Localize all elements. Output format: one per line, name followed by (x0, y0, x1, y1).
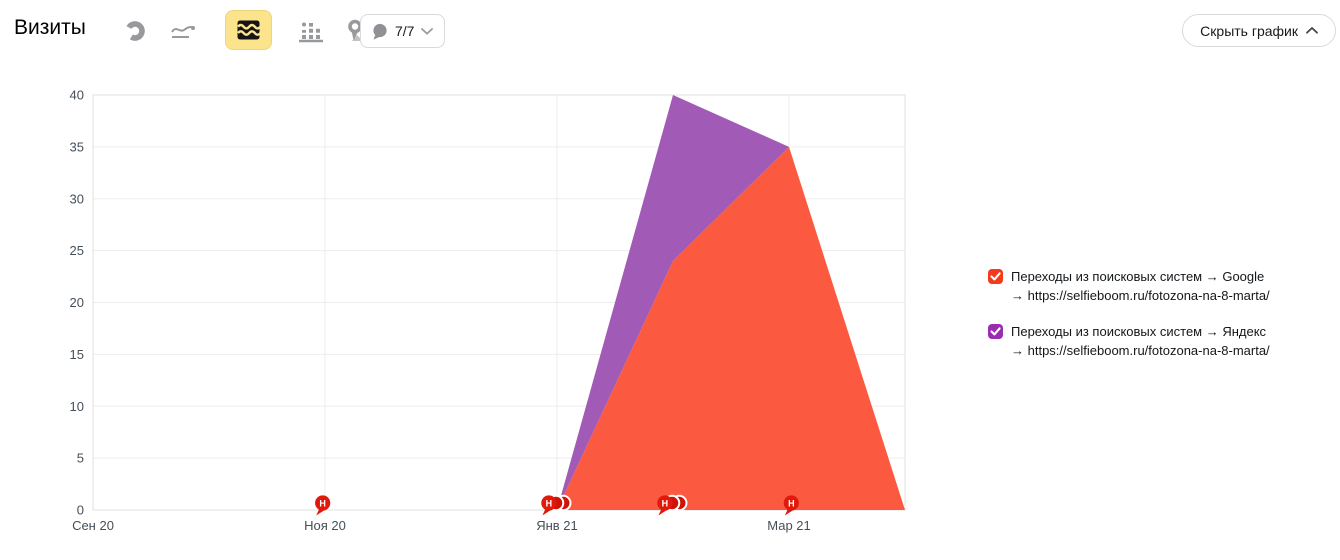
legend-label-line1: Переходы из поисковых систем → Google (1011, 269, 1265, 284)
y-axis-label: 25 (70, 243, 84, 258)
legend-label: Переходы из поисковых систем → Google → … (1011, 268, 1270, 305)
chart-type-stacked-area-button[interactable] (225, 10, 272, 50)
bar-chart-icon (299, 22, 323, 42)
visits-stacked-area-chart[interactable]: 0 5 10 15 20 25 30 35 40 Сен 20 Ноя 20 Янв 21 Мар 21… (0, 70, 960, 555)
note-balloon[interactable] (315, 495, 331, 511)
y-axis-label: 30 (70, 191, 84, 206)
chart-legend: Переходы из поисковых систем → Google → … (988, 268, 1338, 360)
legend-checkbox-google[interactable] (988, 269, 1003, 284)
chart-type-bar-button[interactable] (292, 12, 330, 50)
chart-plot-area[interactable]: 0 5 10 15 20 25 30 35 40 Сен 20 Ноя 20 Янв 21 Мар 21… (0, 70, 960, 555)
x-axis-label: Мар 21 (767, 518, 811, 533)
legend-item-google[interactable]: Переходы из поисковых систем → Google → … (988, 268, 1338, 305)
legend-label-line1: Переходы из поисковых систем → Яндекс (1011, 324, 1267, 339)
chevron-up-icon (1306, 27, 1318, 34)
y-axis-label: 5 (77, 451, 84, 466)
hide-chart-label: Скрыть график (1200, 22, 1298, 39)
chart-type-line-button[interactable] (164, 12, 202, 50)
y-axis-label: 35 (70, 139, 84, 154)
checkmark-icon (990, 272, 1001, 281)
y-axis-label: 10 (70, 399, 84, 414)
plot-border (92, 94, 906, 511)
x-axis-label: Янв 21 (536, 518, 578, 533)
x-axis-label: Ноя 20 (304, 518, 346, 533)
area-yandex[interactable] (93, 95, 905, 510)
stacked-area-chart-icon (237, 20, 260, 40)
y-axis-label: 40 (70, 88, 84, 103)
y-axis-label: 15 (70, 347, 84, 362)
speech-bubble-icon (373, 23, 387, 40)
area-google[interactable] (93, 146, 905, 510)
page-title: Визиты (14, 16, 86, 39)
legend-item-yandex[interactable]: Переходы из поисковых систем → Яндекс → … (988, 323, 1338, 360)
notes-count-label: 7/7 (395, 23, 415, 39)
legend-checkbox-yandex[interactable] (988, 324, 1003, 339)
notes-filter-button[interactable]: 7/7 (360, 14, 446, 48)
hide-chart-button[interactable]: Скрыть график (1182, 14, 1336, 47)
chart-type-pie-button[interactable] (116, 12, 154, 50)
legend-label: Переходы из поисковых систем → Яндекс → … (1011, 323, 1270, 360)
note-balloon-letter[interactable]: Н (546, 498, 553, 508)
y-axis-label: 20 (70, 295, 84, 310)
line-chart-icon (171, 25, 195, 38)
note-balloon-letter[interactable]: Н (662, 498, 669, 508)
legend-label-line2: → https://selfieboom.ru/fotozona-na-8-ma… (1011, 342, 1270, 358)
legend-label-line2: → https://selfieboom.ru/fotozona-na-8-ma… (1011, 287, 1270, 303)
x-axis-label: Сен 20 (72, 518, 114, 533)
chevron-down-icon (421, 27, 434, 35)
note-balloon[interactable] (657, 495, 673, 511)
note-balloon-letter[interactable]: Н (788, 498, 795, 508)
pie-chart-icon (125, 21, 145, 41)
checkmark-icon (990, 327, 1001, 336)
y-axis-label: 0 (77, 503, 84, 518)
note-balloon[interactable] (783, 495, 799, 511)
note-balloon[interactable] (541, 495, 557, 511)
note-balloon-letter[interactable]: Н (319, 498, 326, 508)
